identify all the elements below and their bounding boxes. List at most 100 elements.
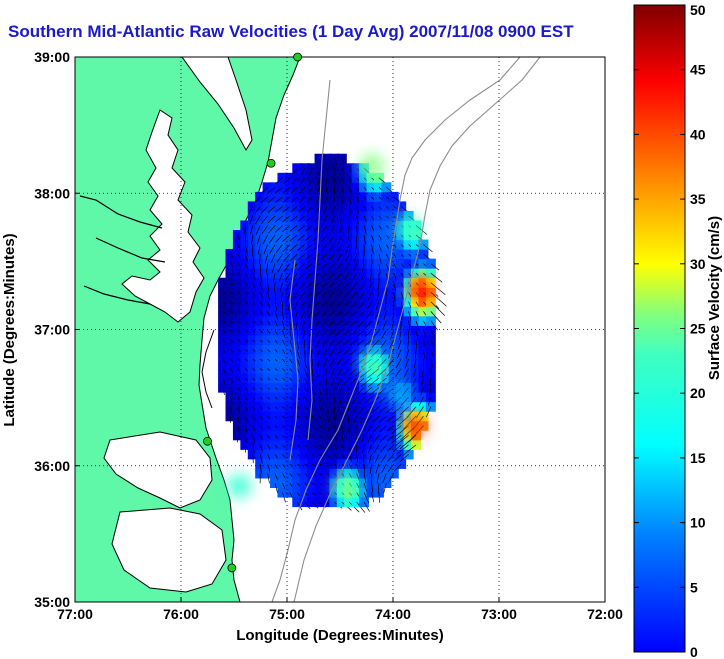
velocity-arrow: [349, 368, 357, 375]
velocity-arrow: [261, 206, 268, 214]
velocity-arrow: [343, 368, 350, 376]
velocity-cell: [396, 249, 407, 260]
velocity-arrow: [255, 225, 261, 235]
velocity-arrow: [290, 253, 298, 261]
velocity-arrow: [373, 444, 380, 453]
velocity-arrow: [336, 311, 343, 316]
velocity-arrow: [363, 501, 370, 512]
velocity-arrow: [379, 435, 387, 443]
velocity-arrow: [348, 196, 352, 204]
velocity-arrow: [304, 349, 306, 359]
velocity-arrow: [387, 358, 395, 368]
velocity-arrow: [430, 272, 443, 283]
velocity-arrow: [301, 311, 306, 319]
velocity-arrow: [347, 225, 350, 234]
velocity-arrow: [316, 196, 320, 204]
velocity-arrow: [289, 225, 298, 232]
velocity-arrow: [275, 234, 283, 243]
velocity-arrow: [321, 234, 328, 242]
velocity-arrow: [297, 253, 305, 261]
velocity-arrow: [343, 358, 350, 366]
velocity-arrow: [430, 339, 435, 348]
velocity-arrow: [293, 292, 298, 300]
velocity-arrow: [326, 168, 328, 175]
velocity-arrow: [375, 301, 380, 311]
velocity-arrow: [268, 225, 276, 234]
velocity-arrow: [349, 358, 357, 366]
velocity-arrow: [305, 263, 313, 270]
velocity-arrow: [358, 301, 365, 309]
velocity-arrow: [329, 330, 335, 336]
velocity-arrow: [359, 416, 365, 424]
velocity-arrow: [362, 387, 372, 396]
velocity-arrow: [292, 168, 298, 176]
velocity-arrow: [289, 234, 298, 242]
velocity-arrow: [319, 397, 323, 405]
velocity-arrow: [271, 263, 276, 274]
velocity-cell: [299, 249, 310, 260]
velocity-arrow: [245, 416, 249, 424]
velocity-arrow: [372, 406, 380, 413]
velocity-arrow: [372, 339, 380, 348]
map-title: Southern Mid-Atlantic Raw Velocities (1 …: [8, 22, 574, 41]
velocity-arrow: [344, 387, 350, 395]
velocity-arrow: [251, 234, 254, 245]
velocity-arrow: [351, 292, 357, 299]
velocity-arrow: [364, 330, 372, 338]
velocity-arrow: [363, 473, 367, 484]
velocity-arrow: [358, 311, 365, 318]
velocity-arrow: [334, 158, 338, 166]
velocity-arrow: [378, 254, 382, 264]
velocity-arrow: [351, 301, 357, 308]
velocity-arrow: [264, 254, 268, 264]
velocity-arrow: [328, 253, 335, 261]
velocity-arrow: [315, 330, 320, 338]
velocity-arrow: [350, 330, 357, 336]
velocity-arrow: [307, 196, 313, 204]
velocity-arrow: [305, 253, 313, 260]
colorbar-tick-label: 20: [690, 385, 706, 401]
velocity-arrow: [362, 254, 365, 264]
velocity-cell: [277, 249, 288, 260]
velocity-arrow: [330, 358, 335, 367]
velocity-arrow: [337, 244, 343, 252]
velocity-arrow: [291, 177, 298, 185]
velocity-arrow: [420, 387, 424, 396]
velocity-arrow: [343, 320, 350, 326]
velocity-arrow: [341, 425, 343, 433]
velocity-arrow: [367, 435, 372, 443]
velocity-arrow: [357, 320, 365, 327]
velocity-arrow: [263, 244, 268, 255]
velocity-arrow: [414, 358, 417, 369]
velocity-arrow: [307, 311, 313, 318]
velocity-arrow: [379, 406, 387, 413]
velocity-arrow: [279, 282, 283, 292]
velocity-arrow: [344, 282, 350, 289]
velocity-cell: [284, 249, 295, 260]
velocity-arrow: [415, 330, 419, 339]
velocity-arrow: [395, 358, 402, 368]
velocity-arrow: [348, 187, 353, 194]
velocity-arrow: [324, 196, 328, 204]
velocity-arrow: [305, 244, 313, 251]
velocity-arrow: [395, 368, 402, 377]
velocity-hotspot: [386, 378, 411, 403]
velocity-arrow: [371, 492, 375, 503]
velocity-arrow: [386, 435, 394, 442]
velocity-hotspot: [227, 474, 252, 499]
velocity-cell: [359, 249, 370, 260]
velocity-arrow: [341, 168, 345, 175]
velocity-arrow: [326, 406, 329, 414]
velocity-arrow: [267, 187, 276, 194]
velocity-arrow: [398, 339, 402, 350]
velocity-arrow: [322, 339, 328, 347]
river-potomac: [79, 195, 163, 229]
velocity-arrow: [321, 263, 328, 269]
velocity-arrow: [394, 454, 402, 462]
velocity-arrow: [329, 301, 335, 307]
velocity-arrow: [430, 349, 434, 358]
velocity-arrow: [259, 254, 261, 264]
velocity-arrow: [430, 358, 433, 368]
velocity-arrow: [386, 425, 394, 432]
